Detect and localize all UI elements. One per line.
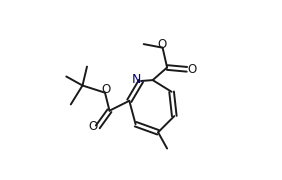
Text: N: N bbox=[131, 73, 141, 86]
Text: O: O bbox=[187, 63, 197, 76]
Text: O: O bbox=[88, 120, 97, 132]
Text: O: O bbox=[101, 83, 111, 96]
Text: O: O bbox=[157, 38, 166, 51]
